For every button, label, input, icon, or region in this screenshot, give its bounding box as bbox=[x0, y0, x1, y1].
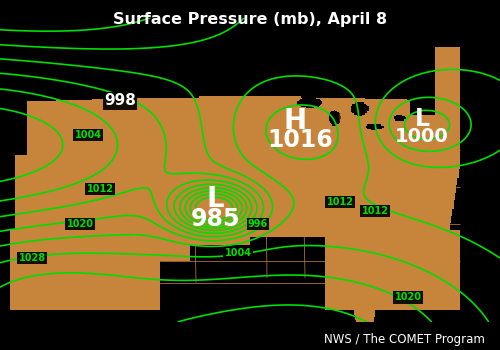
Text: 1020: 1020 bbox=[394, 293, 421, 302]
Text: 1012: 1012 bbox=[326, 197, 353, 207]
Text: L: L bbox=[206, 185, 224, 213]
Text: 1012: 1012 bbox=[86, 184, 114, 194]
Text: 1016: 1016 bbox=[267, 128, 333, 152]
Text: 1012: 1012 bbox=[362, 206, 388, 216]
Text: NWS / The COMET Program: NWS / The COMET Program bbox=[324, 334, 485, 346]
Text: 998: 998 bbox=[104, 93, 136, 108]
Text: 1028: 1028 bbox=[18, 253, 46, 263]
Text: 1004: 1004 bbox=[224, 248, 252, 258]
Text: 1004: 1004 bbox=[74, 130, 102, 140]
Text: 996: 996 bbox=[248, 219, 268, 229]
Text: 985: 985 bbox=[190, 207, 240, 231]
Text: L: L bbox=[414, 107, 430, 131]
Text: 1000: 1000 bbox=[395, 127, 449, 146]
Text: Surface Pressure (mb), April 8: Surface Pressure (mb), April 8 bbox=[113, 12, 387, 27]
Text: 1020: 1020 bbox=[66, 219, 94, 229]
Text: H: H bbox=[284, 107, 306, 135]
